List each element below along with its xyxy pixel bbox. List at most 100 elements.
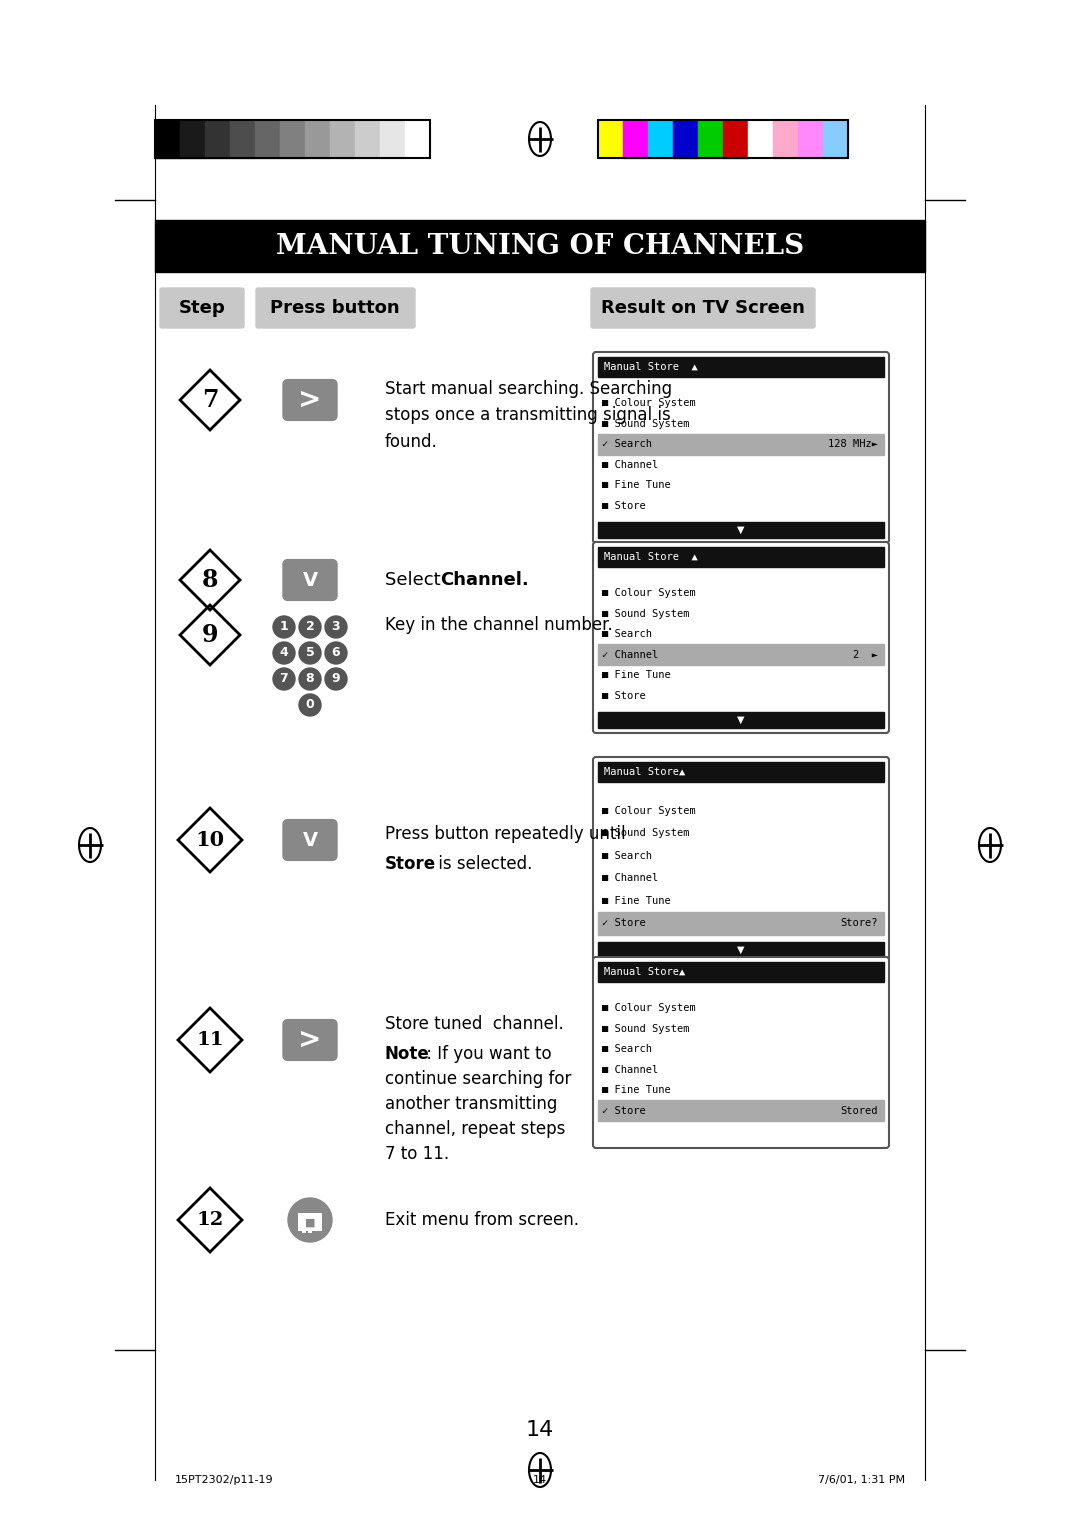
FancyBboxPatch shape (283, 1019, 337, 1060)
FancyBboxPatch shape (283, 819, 337, 860)
Text: 2  ►: 2 ► (853, 649, 878, 660)
Bar (598, 1100, 885, 1120)
Text: ■ Sound System: ■ Sound System (602, 608, 689, 619)
Text: ■ Channel: ■ Channel (602, 874, 658, 883)
Text: ■ Colour System: ■ Colour System (602, 1004, 696, 1013)
Text: >: > (298, 1025, 322, 1054)
Bar (298, 1213, 322, 1232)
Text: 7: 7 (280, 672, 288, 686)
Text: MANUAL TUNING OF CHANNELS: MANUAL TUNING OF CHANNELS (275, 232, 805, 260)
Bar (598, 963, 885, 983)
Text: Store?: Store? (840, 918, 878, 929)
Bar (280, 121, 305, 157)
Circle shape (273, 642, 295, 665)
Text: 7 to 11.: 7 to 11. (384, 1144, 449, 1163)
FancyBboxPatch shape (256, 287, 415, 329)
Bar (355, 121, 380, 157)
Text: ■ Sound System: ■ Sound System (602, 1024, 689, 1034)
Bar (598, 523, 885, 538)
Bar (598, 941, 885, 958)
Bar (598, 762, 885, 782)
Circle shape (325, 642, 347, 665)
Text: 3: 3 (332, 620, 340, 634)
Bar (748, 121, 773, 157)
Text: another transmitting: another transmitting (384, 1096, 557, 1112)
Text: 15PT2302/p11-19: 15PT2302/p11-19 (175, 1475, 273, 1485)
Text: V: V (302, 570, 318, 590)
Text: Manual Store  ▲: Manual Store ▲ (604, 552, 698, 562)
Circle shape (288, 1198, 332, 1242)
Circle shape (299, 668, 321, 691)
Text: ■ Colour System: ■ Colour System (602, 805, 696, 816)
Bar (230, 121, 255, 157)
Text: Store: Store (384, 856, 436, 872)
Bar (598, 358, 885, 377)
Circle shape (299, 616, 321, 639)
Text: ✓ Store: ✓ Store (602, 918, 646, 929)
Bar (823, 121, 848, 157)
Text: ■ Search: ■ Search (602, 630, 652, 639)
Text: Channel.: Channel. (440, 571, 529, 588)
Text: Manual Store▲: Manual Store▲ (604, 767, 685, 778)
Bar (305, 121, 330, 157)
Text: Result on TV Screen: Result on TV Screen (602, 299, 805, 316)
Text: ■ Fine Tune: ■ Fine Tune (602, 1085, 671, 1096)
Text: 9: 9 (202, 623, 218, 646)
Bar (180, 121, 205, 157)
Text: ▼: ▼ (738, 944, 745, 955)
Text: Press button repeatedly until: Press button repeatedly until (384, 825, 625, 843)
FancyBboxPatch shape (593, 957, 889, 1148)
FancyBboxPatch shape (283, 559, 337, 601)
Text: Select: Select (384, 571, 446, 588)
Bar (156, 220, 924, 272)
Text: >: > (298, 387, 322, 414)
Text: ■ Search: ■ Search (602, 851, 652, 860)
Text: Store tuned  channel.: Store tuned channel. (384, 1015, 564, 1033)
Text: Start manual searching. Searching
stops once a transmitting signal is
found.: Start manual searching. Searching stops … (384, 380, 672, 451)
Text: is selected.: is selected. (433, 856, 532, 872)
Text: ■ Sound System: ■ Sound System (602, 419, 689, 429)
Text: ■ Fine Tune: ■ Fine Tune (602, 671, 671, 680)
Text: ✓ Channel: ✓ Channel (602, 649, 658, 660)
Bar (648, 121, 673, 157)
Bar (255, 121, 280, 157)
Text: ▼: ▼ (738, 526, 745, 535)
Text: ■ Fine Tune: ■ Fine Tune (602, 480, 671, 490)
Bar (773, 121, 798, 157)
Text: ■ Colour System: ■ Colour System (602, 588, 696, 599)
Text: Manual Store  ▲: Manual Store ▲ (604, 362, 698, 371)
Text: continue searching for: continue searching for (384, 1070, 571, 1088)
Bar (723, 121, 748, 157)
Text: ■ Search: ■ Search (602, 1044, 652, 1054)
FancyBboxPatch shape (160, 287, 244, 329)
Text: ■: ■ (305, 1218, 315, 1229)
Text: ■ Store: ■ Store (602, 501, 646, 510)
Text: 5: 5 (306, 646, 314, 660)
Text: 2: 2 (306, 620, 314, 634)
Bar (380, 121, 405, 157)
Text: 128 MHz►: 128 MHz► (828, 439, 878, 449)
Bar (156, 121, 180, 157)
Text: ▼: ▼ (738, 715, 745, 724)
Text: 14: 14 (532, 1475, 548, 1485)
Bar (598, 547, 885, 567)
Text: V: V (302, 831, 318, 850)
Bar (698, 121, 723, 157)
Text: ✓ Store: ✓ Store (602, 1106, 646, 1115)
FancyBboxPatch shape (593, 542, 889, 733)
Circle shape (273, 616, 295, 639)
Text: 6: 6 (332, 646, 340, 660)
Text: : If you want to: : If you want to (421, 1045, 552, 1063)
Text: ■ Channel: ■ Channel (602, 460, 658, 469)
FancyBboxPatch shape (283, 379, 337, 420)
Text: ■ Store: ■ Store (602, 691, 646, 700)
Bar (598, 912, 885, 935)
Bar (598, 645, 885, 665)
Text: ■ Fine Tune: ■ Fine Tune (602, 895, 671, 906)
Bar (598, 121, 848, 157)
Circle shape (325, 616, 347, 639)
Bar (623, 121, 648, 157)
Text: 8: 8 (306, 672, 314, 686)
Bar (330, 121, 355, 157)
Bar (598, 712, 885, 727)
